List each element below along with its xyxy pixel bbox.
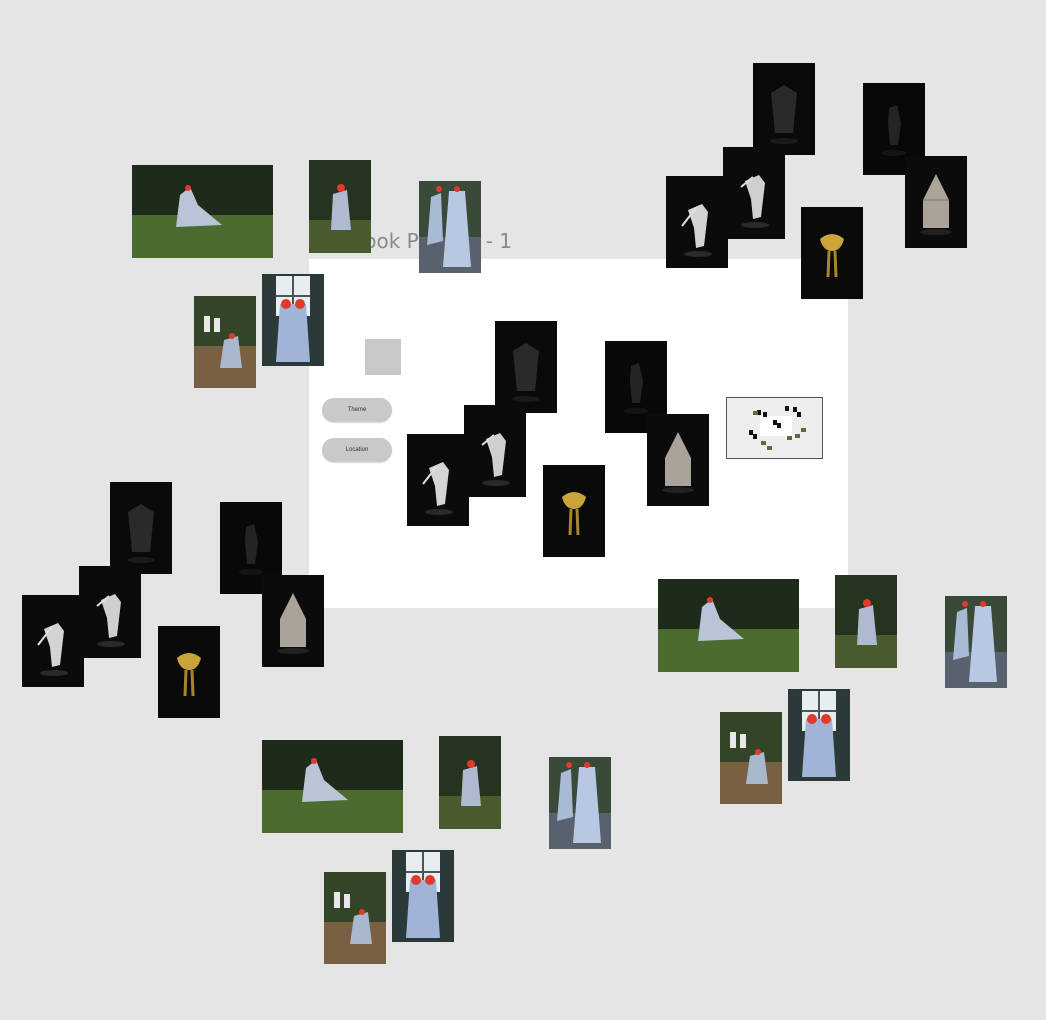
minimap-dot [761, 441, 766, 445]
photo-dark-skeleton[interactable] [22, 595, 84, 687]
photo-dark-cloak[interactable] [495, 321, 557, 413]
photo-garden-ghost[interactable] [309, 160, 371, 253]
photo-dark-cloak[interactable] [110, 482, 172, 574]
minimap-viewport [760, 416, 792, 436]
photo-dark-skeleton[interactable] [723, 147, 785, 239]
photo-dark-gold-fan[interactable] [158, 626, 220, 718]
photo-dark-house[interactable] [262, 575, 324, 667]
photo-dark-skeleton[interactable] [79, 566, 141, 658]
photo-garden-statues[interactable] [324, 872, 386, 964]
minimap[interactable] [726, 397, 823, 459]
photo-dark-gold-fan[interactable] [543, 465, 605, 557]
theme-button[interactable]: Theme [322, 398, 392, 422]
photo-garden-lawn-ghost[interactable] [262, 740, 403, 833]
minimap-dot [797, 412, 801, 417]
minimap-dot [785, 406, 789, 411]
photo-garden-pond-ghosts[interactable] [549, 757, 611, 849]
minimap-dot [767, 446, 772, 450]
photo-dark-skeleton[interactable] [666, 176, 728, 268]
photo-garden-lawn-ghost[interactable] [658, 579, 799, 672]
photo-garden-statues[interactable] [720, 712, 782, 804]
photo-dark-gold-fan[interactable] [801, 207, 863, 299]
minimap-dot [773, 420, 777, 425]
photo-window-ghosts[interactable] [788, 689, 850, 781]
minimap-dot [757, 410, 761, 415]
location-button[interactable]: Location [322, 438, 392, 462]
photo-dark-house[interactable] [647, 414, 709, 506]
photo-garden-statues[interactable] [194, 296, 256, 388]
minimap-dot [753, 411, 758, 415]
photo-dark-skeleton[interactable] [464, 405, 526, 497]
photo-garden-lawn-ghost[interactable] [132, 165, 273, 258]
minimap-dot [795, 434, 800, 438]
photo-garden-pond-ghosts[interactable] [945, 596, 1007, 688]
placeholder-square[interactable] [365, 339, 401, 375]
minimap-dot [787, 436, 792, 440]
photo-dark-skeleton[interactable] [407, 434, 469, 526]
photo-dark-house[interactable] [905, 156, 967, 248]
minimap-dot [777, 423, 781, 428]
minimap-dot [753, 434, 757, 439]
photo-window-ghosts[interactable] [392, 850, 454, 942]
minimap-dot [763, 412, 767, 417]
photo-garden-ghost[interactable] [835, 575, 897, 668]
photo-garden-pond-ghosts[interactable] [419, 181, 481, 273]
minimap-dot [801, 428, 806, 432]
minimap-dot [793, 407, 797, 412]
photo-dark-cloak[interactable] [753, 63, 815, 155]
photo-window-ghosts[interactable] [262, 274, 324, 366]
minimap-dot [749, 430, 753, 435]
photo-garden-ghost[interactable] [439, 736, 501, 829]
